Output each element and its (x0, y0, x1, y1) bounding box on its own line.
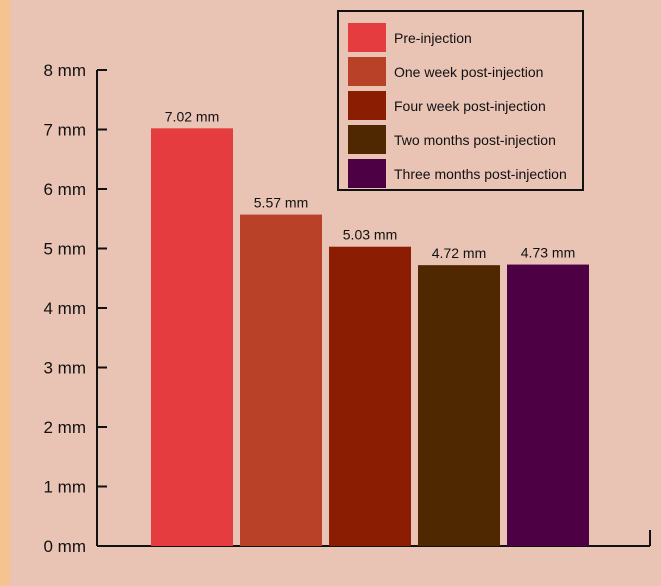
bar-value-label: 7.02 mm (165, 108, 219, 124)
bar (240, 214, 322, 546)
bar-value-label: 4.72 mm (432, 245, 486, 261)
legend-swatch (348, 125, 386, 154)
axes-group: 0 mm 1 mm 2 mm 3 mm 4 mm 5 mm 6 mm 7 mm 8 mm (44, 61, 651, 556)
legend-label: Pre-injection (394, 30, 472, 46)
legend-swatch (348, 91, 386, 120)
bars-group (151, 128, 589, 546)
bar (418, 265, 500, 546)
data-labels-group: 7.02 mm 5.57 mm 5.03 mm 4.72 mm 4.73 mm (165, 108, 575, 261)
legend-box (337, 10, 584, 191)
y-tick-label: 4 mm (44, 299, 87, 318)
bar (151, 128, 233, 546)
bar-value-label: 4.73 mm (521, 245, 575, 261)
legend-label: One week post-injection (394, 64, 543, 80)
bar-value-label: 5.03 mm (343, 227, 397, 243)
y-tick-label: 6 mm (44, 180, 87, 199)
y-tick-label: 0 mm (44, 537, 87, 556)
y-tick-label: 3 mm (44, 359, 87, 378)
bar-value-label: 5.57 mm (254, 195, 308, 211)
legend-swatch (348, 23, 386, 52)
legend-label: Two months post-injection (394, 132, 556, 148)
y-tick-label: 2 mm (44, 418, 87, 437)
legend-swatch (348, 57, 386, 86)
y-tick-label: 5 mm (44, 240, 87, 259)
left-accent-strip (0, 0, 10, 586)
legend: Pre-injection One week post-injection Four… (337, 10, 584, 191)
legend-label: Four week post-injection (394, 98, 546, 114)
legend-swatch (348, 159, 386, 188)
y-tick-label: 7 mm (44, 121, 87, 140)
bar (329, 246, 411, 546)
y-tick-label: 8 mm (44, 61, 87, 80)
y-tick-label: 1 mm (44, 478, 87, 497)
legend-label: Three months post-injection (394, 166, 567, 182)
bar (507, 264, 589, 546)
